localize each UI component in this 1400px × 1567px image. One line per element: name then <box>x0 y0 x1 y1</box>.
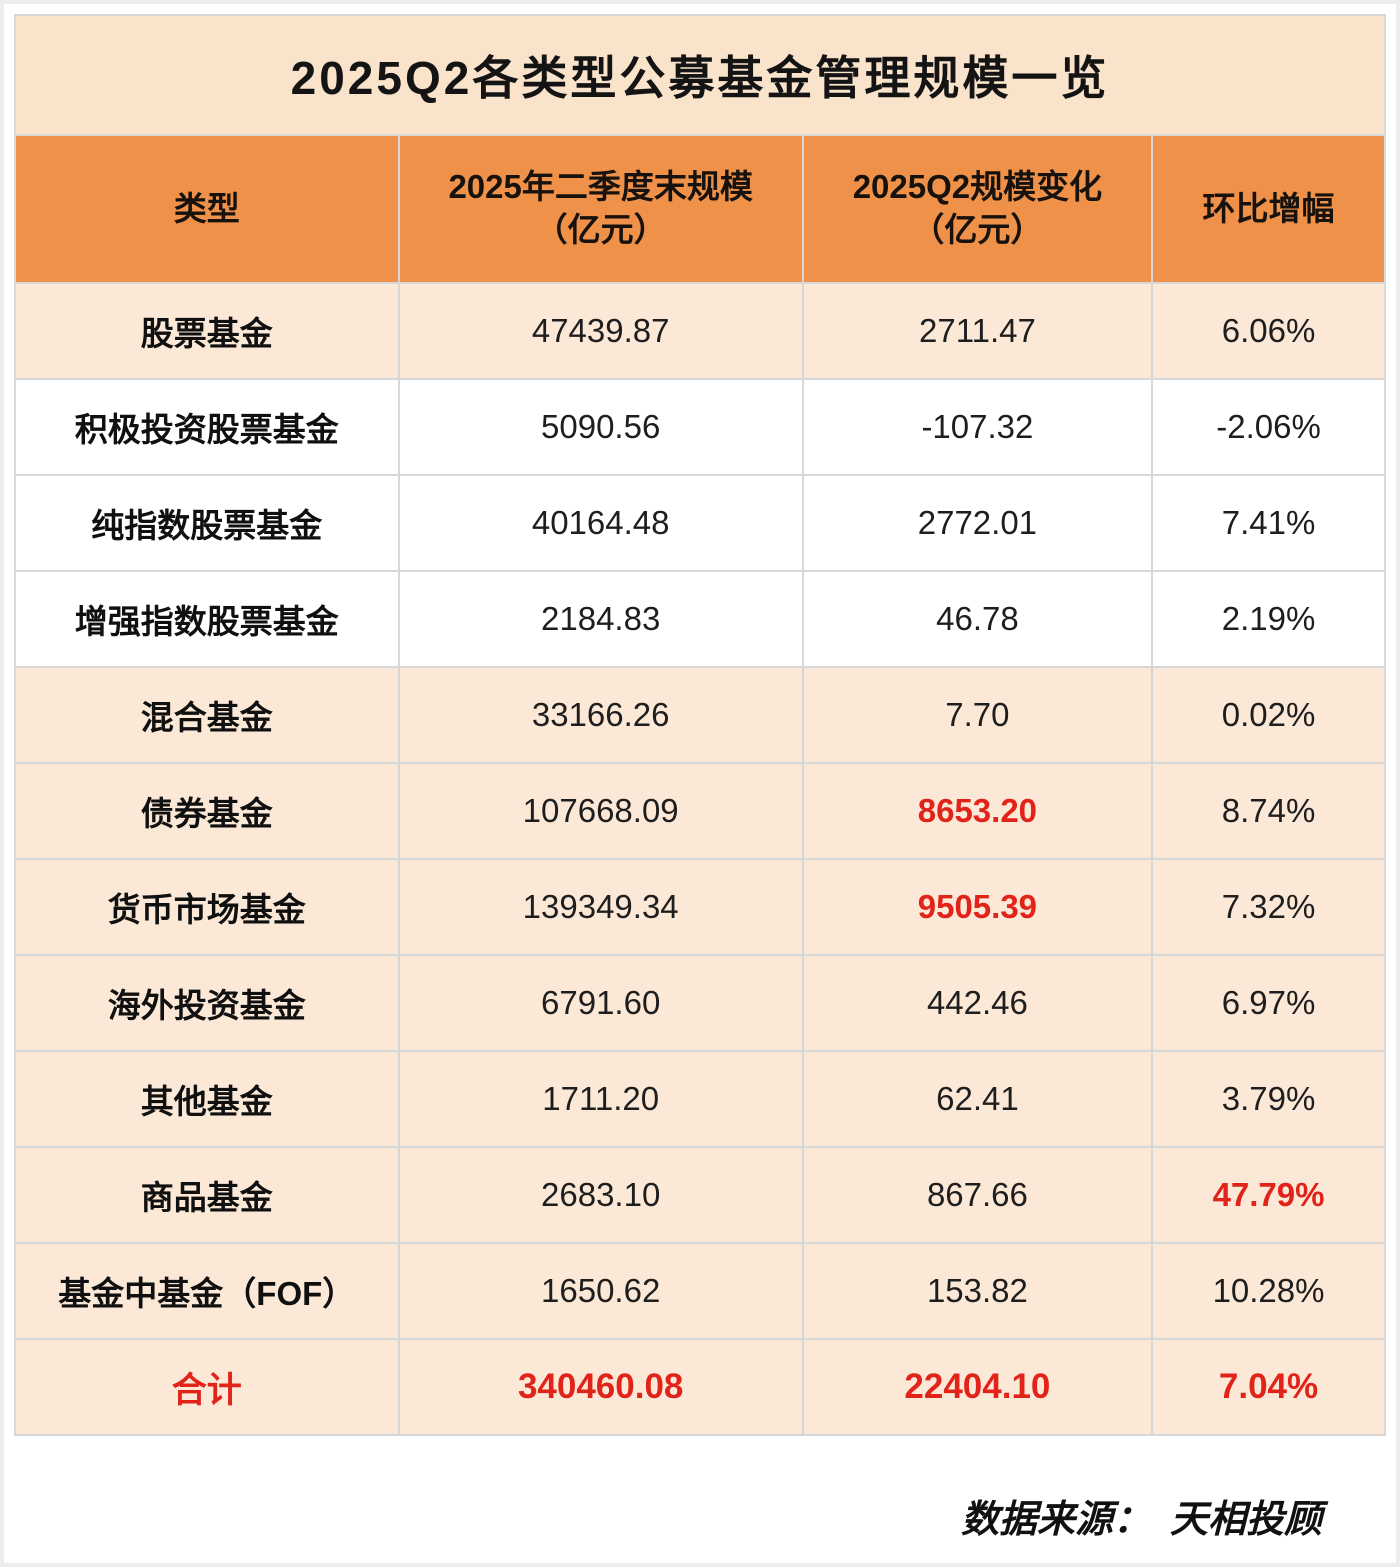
fund-scale-report: 2025Q2各类型公募基金管理规模一览 类型 2025年二季度末规模 （亿元） 2… <box>4 4 1396 1563</box>
table-row: 股票基金 47439.87 2711.47 6.06% <box>14 282 1386 380</box>
fund-scale-table: 2025Q2各类型公募基金管理规模一览 类型 2025年二季度末规模 （亿元） 2… <box>14 14 1386 1436</box>
table-row: 商品基金 2683.10 867.66 47.79% <box>14 1146 1386 1244</box>
header-scale-label: 2025年二季度末规模 <box>448 168 753 206</box>
scale-cell: 2683.10 <box>397 1146 804 1244</box>
change-cell: 22404.10 <box>801 1338 1154 1436</box>
growth-cell: 0.02% <box>1151 666 1386 764</box>
header-scale-unit: （亿元） <box>534 211 667 248</box>
fund-type-cell: 债券基金 <box>14 762 400 860</box>
growth-cell: 6.97% <box>1151 954 1386 1052</box>
change-cell: -107.32 <box>801 378 1154 476</box>
growth-cell: 7.41% <box>1151 474 1386 572</box>
table-row: 增强指数股票基金 2184.83 46.78 2.19% <box>14 570 1386 668</box>
growth-cell: 3.79% <box>1151 1050 1386 1148</box>
scale-cell: 107668.09 <box>397 762 804 860</box>
table-row: 基金中基金（FOF） 1650.62 153.82 10.28% <box>14 1242 1386 1340</box>
change-cell: 7.70 <box>801 666 1154 764</box>
table-row: 纯指数股票基金 40164.48 2772.01 7.41% <box>14 474 1386 572</box>
change-cell: 442.46 <box>801 954 1154 1052</box>
header-change-label: 2025Q2规模变化 <box>852 168 1103 206</box>
scale-cell: 5090.56 <box>397 378 804 476</box>
fund-type-cell: 海外投资基金 <box>14 954 400 1052</box>
table-row: 积极投资股票基金 5090.56 -107.32 -2.06% <box>14 378 1386 476</box>
growth-cell: 2.19% <box>1151 570 1386 668</box>
table-total-row: 合计 340460.08 22404.10 7.04% <box>14 1338 1386 1436</box>
data-source-note: 数据来源： 天相投顾 <box>960 1499 1322 1541</box>
fund-type-cell: 基金中基金（FOF） <box>14 1242 400 1340</box>
fund-type-cell: 合计 <box>14 1338 400 1436</box>
growth-cell: 8.74% <box>1151 762 1386 860</box>
header-growth: 环比增幅 <box>1151 134 1386 284</box>
fund-type-cell: 其他基金 <box>14 1050 400 1148</box>
fund-type-cell: 股票基金 <box>14 282 400 380</box>
fund-type-cell: 增强指数股票基金 <box>14 570 400 668</box>
header-type: 类型 <box>14 134 400 284</box>
table-row: 海外投资基金 6791.60 442.46 6.97% <box>14 954 1386 1052</box>
scale-cell: 40164.48 <box>397 474 804 572</box>
growth-cell: 47.79% <box>1151 1146 1386 1244</box>
fund-type-cell: 货币市场基金 <box>14 858 400 956</box>
scale-cell: 340460.08 <box>397 1338 804 1436</box>
growth-cell: 7.32% <box>1151 858 1386 956</box>
change-cell: 9505.39 <box>801 858 1154 956</box>
growth-cell: -2.06% <box>1151 378 1386 476</box>
page-title: 2025Q2各类型公募基金管理规模一览 <box>14 14 1386 136</box>
fund-type-cell: 积极投资股票基金 <box>14 378 400 476</box>
scale-cell: 1711.20 <box>397 1050 804 1148</box>
table-row: 混合基金 33166.26 7.70 0.02% <box>14 666 1386 764</box>
fund-type-cell: 混合基金 <box>14 666 400 764</box>
table-row: 货币市场基金 139349.34 9505.39 7.32% <box>14 858 1386 956</box>
table-row: 债券基金 107668.09 8653.20 8.74% <box>14 762 1386 860</box>
change-cell: 46.78 <box>801 570 1154 668</box>
fund-type-cell: 商品基金 <box>14 1146 400 1244</box>
change-cell: 8653.20 <box>801 762 1154 860</box>
growth-cell: 10.28% <box>1151 1242 1386 1340</box>
scale-cell: 139349.34 <box>397 858 804 956</box>
header-change: 2025Q2规模变化 （亿元） <box>801 134 1154 284</box>
header-type-label: 类型 <box>173 189 240 227</box>
header-scale: 2025年二季度末规模 （亿元） <box>397 134 804 284</box>
change-cell: 62.41 <box>801 1050 1154 1148</box>
header-growth-label: 环比增幅 <box>1202 189 1335 227</box>
growth-cell: 7.04% <box>1151 1338 1386 1436</box>
table-header-row: 类型 2025年二季度末规模 （亿元） 2025Q2规模变化 （亿元） 环比增幅 <box>14 134 1386 284</box>
change-cell: 2711.47 <box>801 282 1154 380</box>
scale-cell: 47439.87 <box>397 282 804 380</box>
change-cell: 153.82 <box>801 1242 1154 1340</box>
table-row: 其他基金 1711.20 62.41 3.79% <box>14 1050 1386 1148</box>
scale-cell: 33166.26 <box>397 666 804 764</box>
table-title-row: 2025Q2各类型公募基金管理规模一览 <box>14 14 1386 136</box>
growth-cell: 6.06% <box>1151 282 1386 380</box>
change-cell: 2772.01 <box>801 474 1154 572</box>
scale-cell: 6791.60 <box>397 954 804 1052</box>
header-change-unit: （亿元） <box>911 211 1044 248</box>
change-cell: 867.66 <box>801 1146 1154 1244</box>
fund-type-cell: 纯指数股票基金 <box>14 474 400 572</box>
scale-cell: 2184.83 <box>397 570 804 668</box>
scale-cell: 1650.62 <box>397 1242 804 1340</box>
